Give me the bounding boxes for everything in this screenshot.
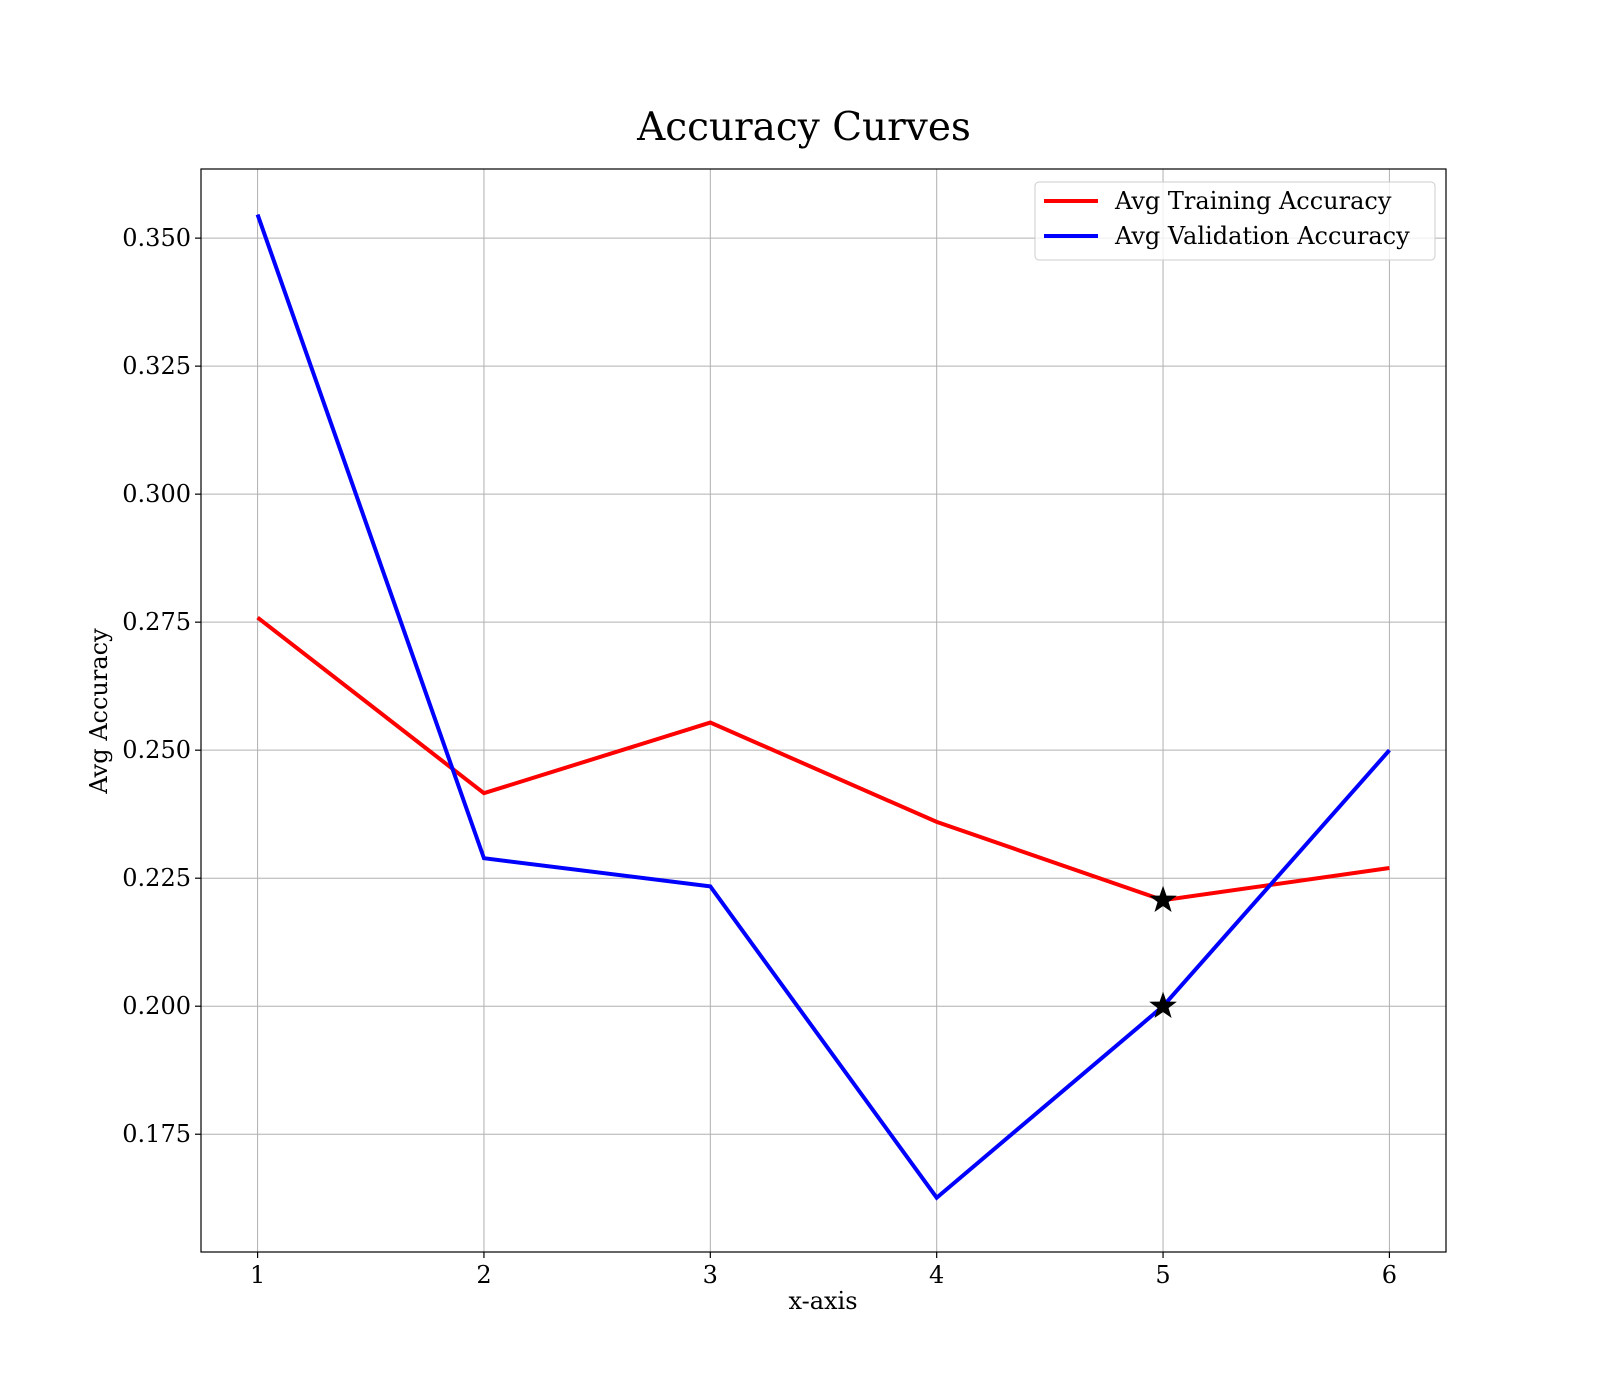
validation-accuracy-line <box>255 213 1391 1201</box>
training-accuracy-line <box>256 615 1390 903</box>
x-tick-label: 6 <box>1382 1261 1397 1289</box>
y-tick-label: 0.300 <box>122 480 191 508</box>
legend-box <box>1034 181 1436 261</box>
x-axis-ticks: 1 2 3 4 5 6 <box>250 1252 1397 1289</box>
legend-label-validation: Avg Validation Accuracy <box>1114 222 1410 250</box>
y-tick-label: 0.200 <box>122 992 191 1020</box>
plot-frame <box>200 168 1447 1253</box>
x-tick-label: 1 <box>250 1261 265 1289</box>
legend: Avg Training Accuracy Avg Validation Acc… <box>1034 181 1436 261</box>
x-axis-label: x-axis <box>788 1287 857 1315</box>
plot-series <box>255 213 1391 1201</box>
chart-title: Accuracy Curves <box>636 105 971 150</box>
x-tick-label: 4 <box>929 1261 944 1289</box>
y-axis-ticks: 0.175 0.200 0.225 0.250 0.275 0.300 0.325 0.350 <box>122 224 201 1148</box>
y-tick-label: 0.325 <box>122 352 191 380</box>
y-tick-label: 0.275 <box>122 608 191 636</box>
y-axis-label: Avg Accuracy <box>85 628 113 795</box>
y-tick-label: 0.350 <box>122 224 191 252</box>
star-marker <box>1149 991 1177 1018</box>
y-tick-label: 0.175 <box>122 1120 191 1148</box>
x-tick-label: 3 <box>703 1261 718 1289</box>
x-tick-label: 2 <box>476 1261 491 1289</box>
legend-label-training: Avg Training Accuracy <box>1114 187 1392 215</box>
star-marker <box>1149 885 1177 912</box>
plot-markers <box>1149 885 1177 1018</box>
y-tick-label: 0.225 <box>122 864 191 892</box>
grid <box>201 169 1446 1252</box>
y-tick-label: 0.250 <box>122 736 191 764</box>
x-tick-label: 5 <box>1155 1261 1170 1289</box>
